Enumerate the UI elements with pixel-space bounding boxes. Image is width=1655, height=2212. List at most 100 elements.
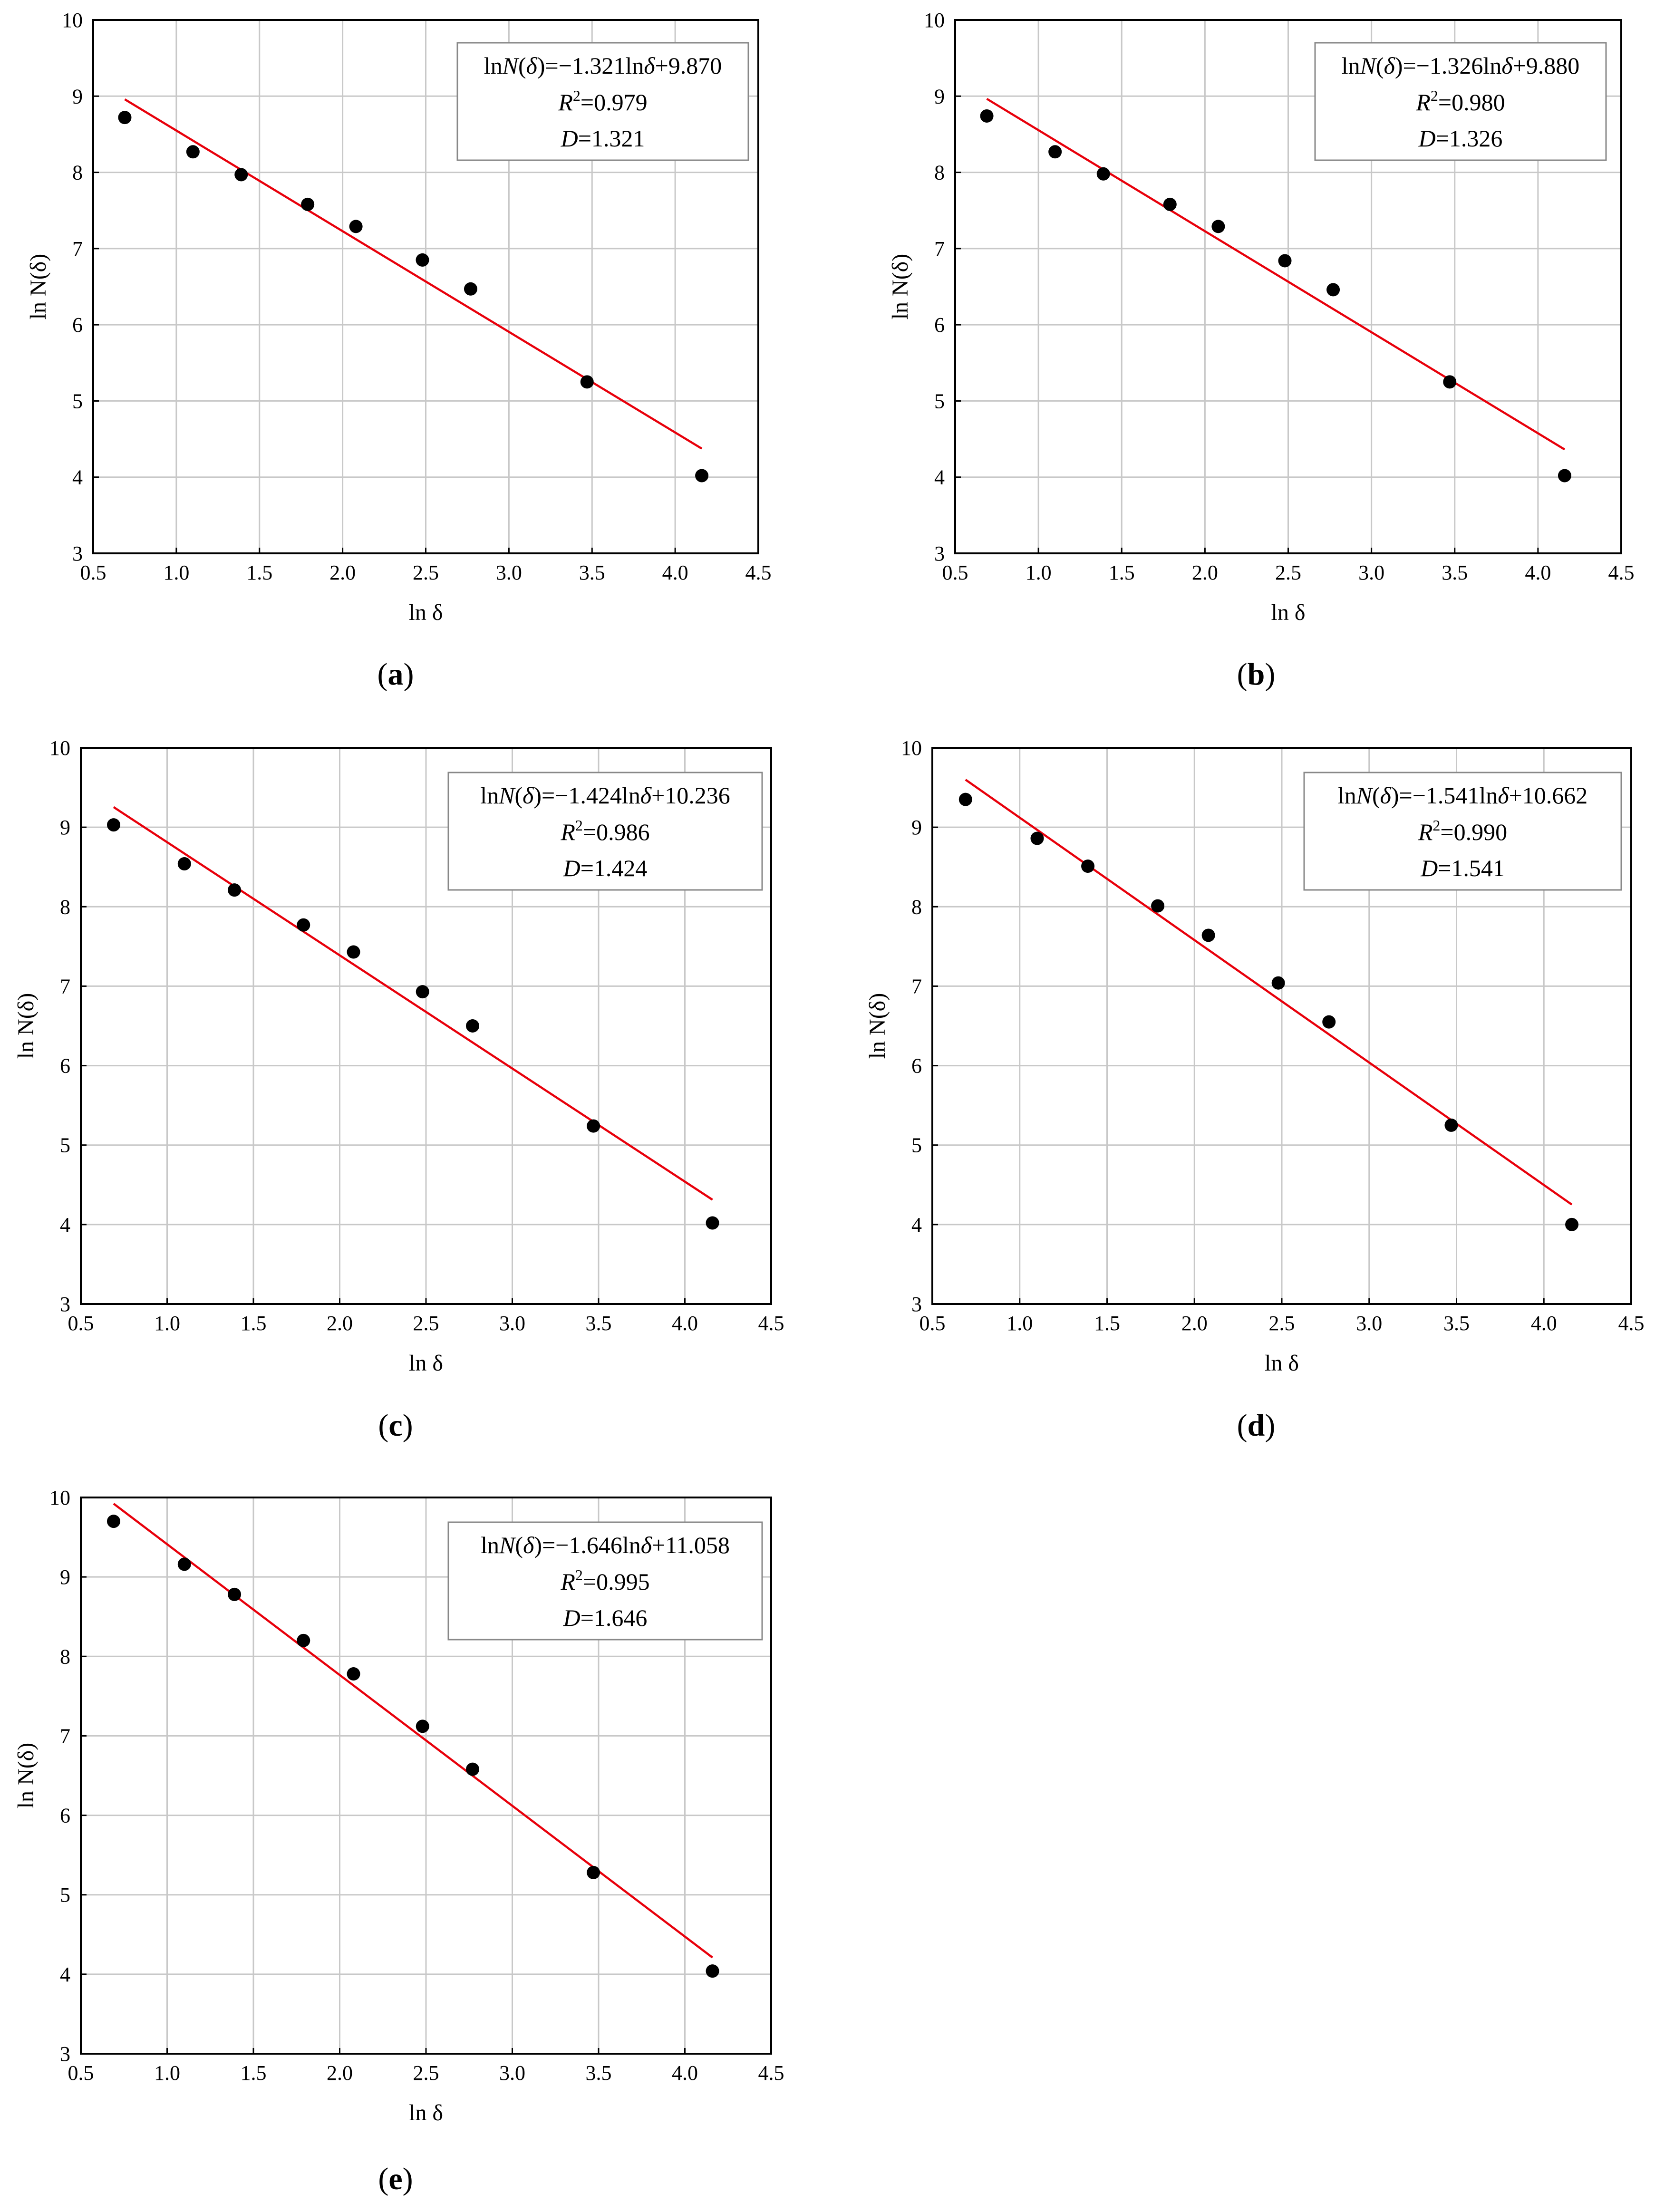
y-tick-label: 4 [911,1213,922,1236]
eq-intercept: +11.058 [652,1532,730,1558]
y-tick-label: 9 [72,85,83,108]
y-axis-label: ln N(δ) [13,993,39,1059]
panel-paren-close: ) [403,2162,413,2196]
x-tick-label: 4.5 [758,2061,784,2085]
data-point [118,111,132,125]
eq-ln: ln [481,1532,499,1558]
fractal-dimension: D=1.646 [563,1604,648,1631]
data-point [580,375,594,389]
r2-R: R [560,819,575,845]
y-tick-label: 6 [934,313,945,337]
eq-paren: ( [518,52,526,79]
r2-R: R [560,1568,575,1595]
y-tick-label: 10 [62,9,83,32]
fit-equation: lnN(δ)=−1.646lnδ+11.058 [481,1532,730,1558]
y-tick-label: 10 [49,736,70,760]
data-point [177,1557,191,1571]
r-squared: R2=0.990 [1418,817,1507,845]
data-point [347,1667,360,1681]
fit-equation: lnN(δ)=−1.326lnδ+9.880 [1342,52,1580,79]
data-point [106,818,120,832]
x-axis-label: ln δ [409,2100,443,2125]
plot-frame [92,19,759,554]
panel-label: (c) [378,1408,413,1443]
panel-paren-open: ( [1237,1408,1248,1443]
data-point [228,883,242,897]
y-tick-label: 5 [911,1134,922,1157]
legend-box [447,772,763,891]
data-point [1163,197,1177,211]
y-tick-label: 3 [911,1293,922,1316]
y-tick-label: 10 [49,1486,70,1509]
x-tick-label: 4.5 [1608,561,1635,584]
y-tick-label: 9 [60,816,70,839]
d-symbol: D [1420,855,1438,881]
x-tick-label: 1.0 [1007,1312,1033,1335]
legend-box [456,42,749,161]
y-tick-label: 8 [911,895,922,918]
eq-delta2: δ [641,1532,652,1558]
x-axis-label: ln δ [409,600,443,625]
r2-sup: 2 [1431,87,1438,104]
fractal-dimension: D=1.326 [1418,125,1503,152]
r2-sup: 2 [575,817,583,834]
x-tick-label: 1.0 [154,2061,180,2085]
y-tick-label: 5 [934,389,945,413]
panel-paren-open: ( [377,657,388,692]
eq-N: N [1356,782,1374,809]
data-point [706,1964,719,1978]
eq-body: )=−1.541ln [1391,782,1498,809]
panel-letter: b [1248,657,1265,692]
data-point [587,1865,600,1879]
panel-letter: d [1248,1408,1265,1443]
data-point [958,792,972,806]
eq-intercept: +9.870 [655,52,722,79]
data-point [1096,167,1110,181]
panel-label: (d) [1237,1408,1276,1443]
x-tick-label: 3.5 [586,1312,612,1335]
fit-equation: lnN(δ)=−1.321lnδ+9.870 [484,52,722,79]
data-point [301,197,315,211]
x-tick-label: 4.0 [672,1312,698,1335]
r2-value: =0.995 [583,1568,650,1595]
x-tick-label: 2.0 [329,561,356,584]
data-point [1030,831,1044,845]
eq-delta2: δ [644,52,655,79]
chart-panel-d: 0.5 1.0 1.5 2.0 2.5 3.0 3.5 4.0 4.5 3 4 5 6 7 8 9 10 ln δ… [865,736,1645,1443]
y-tick-label: 4 [934,466,945,489]
x-tick-label: 1.0 [1026,561,1052,584]
data-point [416,253,429,267]
r2-R: R [1418,819,1433,845]
panel-label: (b) [1237,657,1276,692]
eq-N: N [498,782,516,809]
data-point [1444,1118,1458,1132]
eq-body: )=−1.646ln [534,1532,640,1558]
r-squared: R2=0.995 [560,1566,649,1595]
eq-paren: ( [514,782,523,809]
x-tick-label: 0.5 [68,1312,94,1335]
x-tick-label: 4.5 [745,561,772,584]
x-tick-label: 1.5 [1109,561,1135,584]
x-tick-label: 4.0 [672,2061,698,2085]
x-tick-label: 2.5 [1269,1312,1295,1335]
d-value: =1.321 [578,125,645,152]
x-axis-label: ln δ [409,1351,443,1376]
x-tick-label: 2.0 [327,1312,353,1335]
y-tick-label: 7 [911,975,922,998]
data-point [980,109,994,123]
data-point [177,857,191,871]
data-point [297,918,310,932]
r2-R: R [1415,89,1431,116]
y-tick-label: 4 [60,1963,70,1986]
y-tick-label: 10 [901,736,922,760]
x-tick-label: 3.0 [1358,561,1384,584]
x-tick-label: 1.0 [154,1312,180,1335]
legend-box [447,1521,763,1641]
data-point [695,469,709,483]
x-tick-label: 3.0 [499,2061,525,2085]
r2-value: =0.979 [581,89,648,116]
panel-letter: a [388,657,404,692]
data-point [1565,1217,1579,1231]
eq-delta: δ [1384,52,1395,79]
d-symbol: D [561,125,578,152]
